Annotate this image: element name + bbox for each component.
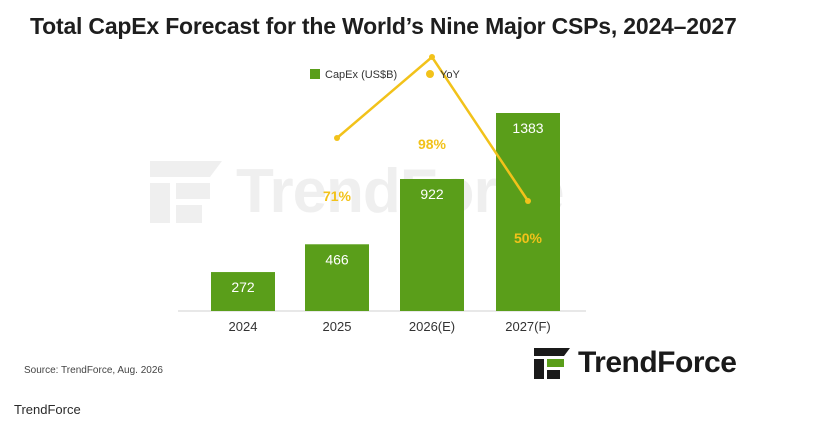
bar-2024: [211, 272, 275, 311]
legend-label-capex: CapEx (US$B): [325, 69, 397, 81]
chart-title: Total CapEx Forecast for the World’s Nin…: [30, 13, 737, 39]
yoy-point: [429, 54, 435, 60]
bar-value-label: 272: [231, 279, 255, 295]
yoy-value-label: 50%: [514, 230, 543, 246]
bar-2026(E): [400, 179, 464, 311]
x-tick-label: 2026(E): [409, 319, 455, 334]
x-tick-label: 2027(F): [505, 319, 551, 334]
yoy-point: [334, 135, 340, 141]
x-tick-label: 2024: [229, 319, 258, 334]
brand-logo: TrendForce: [534, 346, 737, 380]
chart-area: 272 466 922 1383 71% 98% 50% 2024 2025 2026(E) 202…: [178, 54, 586, 334]
x-tick-label: 2025: [323, 319, 352, 334]
legend-label-yoy: YoY: [440, 69, 460, 81]
bar-value-label: 922: [420, 186, 444, 202]
yoy-point: [525, 198, 531, 204]
brand-name: TrendForce: [578, 346, 737, 379]
trendforce-logo-icon: [534, 347, 570, 379]
image-caption: TrendForce: [14, 402, 81, 417]
source-note: Source: TrendForce, Aug. 2026: [24, 365, 163, 376]
legend-swatch-yoy: [426, 70, 434, 78]
bar-value-label: 466: [325, 251, 349, 267]
legend-swatch-capex: [310, 69, 320, 79]
chart-card: Total CapEx Forecast for the World’s Nin…: [24, 13, 737, 380]
yoy-value-label: 71%: [323, 188, 352, 204]
bar-2025: [305, 244, 369, 311]
yoy-value-label: 98%: [418, 136, 447, 152]
bar-value-label: 1383: [512, 120, 543, 136]
bar-2027(F): [496, 113, 560, 311]
